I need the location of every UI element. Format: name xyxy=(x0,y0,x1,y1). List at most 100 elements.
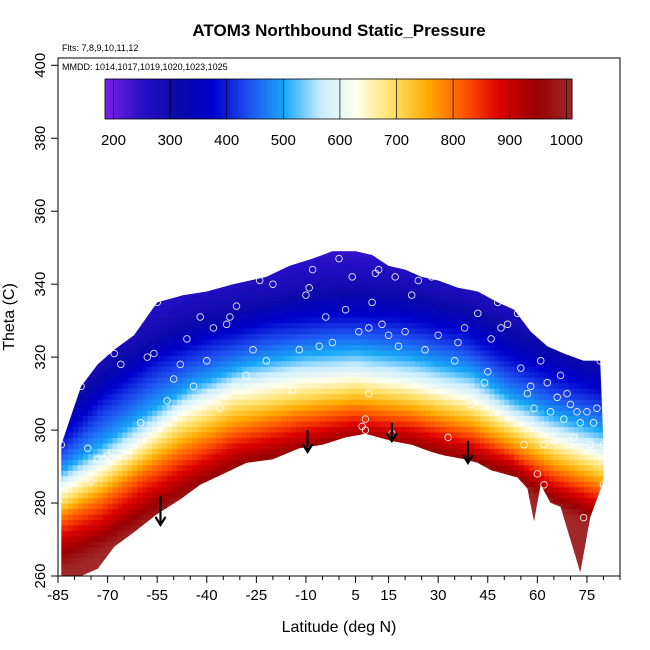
heatmap-cell xyxy=(310,557,317,564)
heatmap-cell xyxy=(201,519,208,526)
heatmap-cell xyxy=(206,393,213,400)
heatmap-cell xyxy=(350,481,357,488)
heatmap-cell xyxy=(419,349,426,356)
heatmap-cell xyxy=(325,508,332,515)
heatmap-cell xyxy=(266,426,272,433)
heatmap-cell xyxy=(370,464,376,471)
heatmap-cell xyxy=(142,426,148,433)
heatmap-cell xyxy=(62,535,69,542)
heatmap-cell xyxy=(87,311,94,318)
heatmap-cell xyxy=(370,486,376,493)
heatmap-cell xyxy=(419,399,426,406)
heatmap-cell xyxy=(305,344,312,351)
heatmap-cell xyxy=(122,437,129,444)
heatmap-cell xyxy=(67,404,74,411)
heatmap-cell xyxy=(221,410,228,417)
heatmap-cell xyxy=(181,420,188,428)
heatmap-cell xyxy=(424,300,431,307)
heatmap-cell xyxy=(132,256,138,263)
heatmap-cell xyxy=(291,300,297,307)
heatmap-cell xyxy=(419,360,426,367)
heatmap-cell xyxy=(82,295,89,302)
heatmap-cell xyxy=(132,377,138,384)
heatmap-cell xyxy=(201,382,208,389)
heatmap-cell xyxy=(122,563,129,570)
heatmap-cell xyxy=(196,338,203,345)
heatmap-cell xyxy=(281,535,287,542)
heatmap-cell xyxy=(196,360,203,367)
heatmap-cell xyxy=(296,289,302,296)
heatmap-cell xyxy=(261,481,267,488)
heatmap-cell xyxy=(147,306,153,313)
heatmap-cell xyxy=(405,524,411,531)
heatmap-cell xyxy=(246,295,252,302)
heatmap-cell xyxy=(206,530,213,537)
heatmap-cell xyxy=(395,420,401,428)
heatmap-cell xyxy=(117,311,124,318)
heatmap-cell xyxy=(310,256,317,263)
heatmap-cell xyxy=(177,437,183,444)
heatmap-cell xyxy=(181,503,188,510)
heatmap-cell xyxy=(62,251,69,258)
heatmap-cell xyxy=(117,317,124,324)
heatmap-cell xyxy=(67,563,74,570)
heatmap-cell xyxy=(142,492,148,499)
heatmap-cell xyxy=(246,557,252,564)
heatmap-cell xyxy=(92,344,99,351)
heatmap-cell xyxy=(350,311,357,318)
heatmap-cell xyxy=(147,410,153,417)
heatmap-cell xyxy=(211,349,218,356)
heatmap-cell xyxy=(62,563,69,570)
heatmap-cell xyxy=(350,464,357,471)
heatmap-cell xyxy=(97,382,104,389)
heatmap-cell xyxy=(256,503,262,510)
heatmap-cell xyxy=(266,306,272,313)
heatmap-cell xyxy=(231,464,238,471)
heatmap-cell xyxy=(355,371,362,378)
heatmap-cell xyxy=(87,426,94,433)
heatmap-cell xyxy=(305,431,312,438)
heatmap-cell xyxy=(365,420,372,428)
heatmap-cell xyxy=(61,382,64,389)
heatmap-cell xyxy=(112,256,119,263)
heatmap-cell xyxy=(434,519,441,526)
heatmap-cell xyxy=(162,284,168,291)
heatmap-cell xyxy=(340,289,347,296)
heatmap-cell xyxy=(434,497,441,504)
heatmap-cell xyxy=(147,442,153,449)
heatmap-cell xyxy=(271,546,277,553)
heatmap-cell xyxy=(167,459,173,466)
heatmap-cell xyxy=(405,552,411,559)
heatmap-cell xyxy=(266,267,272,274)
heatmap-cell xyxy=(286,371,292,378)
heatmap-cell xyxy=(112,508,119,515)
heatmap-cell xyxy=(449,388,456,395)
heatmap-cell xyxy=(444,251,451,252)
heatmap-cell xyxy=(206,273,213,280)
heatmap-cell xyxy=(246,333,252,340)
heatmap-cell xyxy=(172,546,178,553)
heatmap-cell xyxy=(444,393,451,400)
heatmap-cell xyxy=(370,399,376,406)
heatmap-cell xyxy=(439,360,446,367)
heatmap-cell xyxy=(296,240,302,246)
heatmap-cell xyxy=(77,404,84,411)
heatmap-cell xyxy=(246,410,252,417)
heatmap-cell xyxy=(415,546,421,553)
heatmap-cell xyxy=(201,497,208,504)
heatmap-cell xyxy=(177,251,183,252)
heatmap-cell xyxy=(375,563,381,570)
heatmap-cell xyxy=(360,251,367,252)
heatmap-cell xyxy=(429,371,436,378)
heatmap-cell xyxy=(310,251,317,252)
heatmap-cell xyxy=(405,420,411,428)
heatmap-cell xyxy=(434,355,441,362)
heatmap-cell xyxy=(172,442,178,449)
heatmap-cell xyxy=(315,360,322,367)
heatmap-cell xyxy=(107,519,114,526)
heatmap-cell xyxy=(330,475,337,482)
heatmap-cell xyxy=(419,278,426,285)
heatmap-cell xyxy=(261,322,267,329)
heatmap-cell xyxy=(206,508,213,515)
heatmap-cell xyxy=(340,497,347,504)
